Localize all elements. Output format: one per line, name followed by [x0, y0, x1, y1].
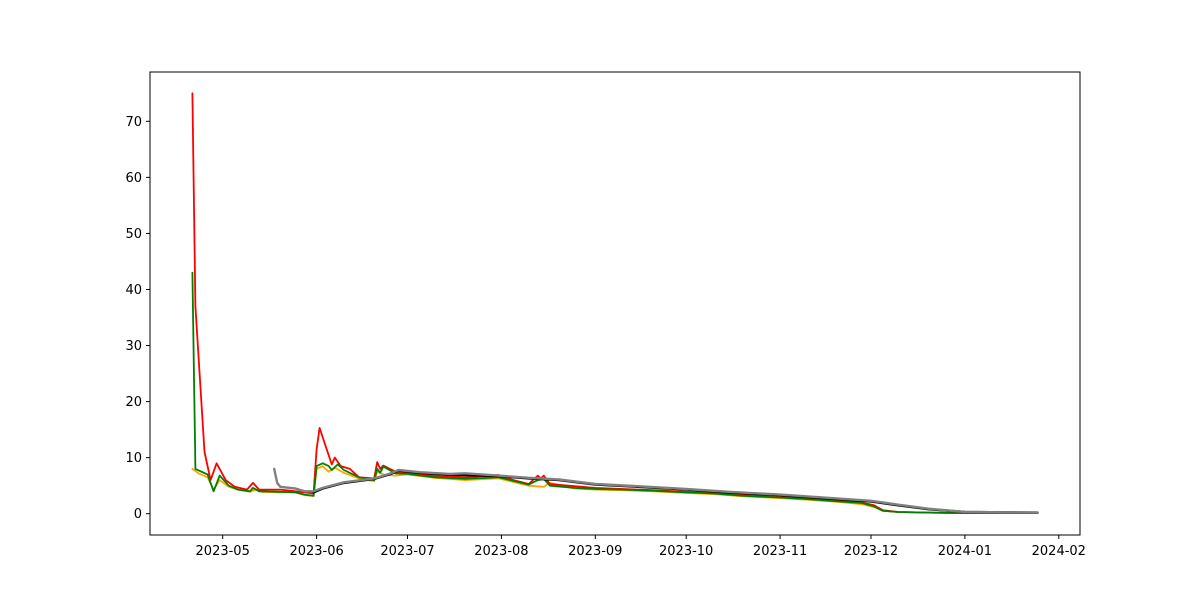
- y-tick-label: 40: [125, 283, 142, 298]
- series-line-3: [191, 271, 1039, 514]
- y-tick-label: 30: [125, 339, 142, 354]
- x-tick-label: 2023-07: [380, 544, 434, 559]
- x-tick-label: 2023-09: [568, 544, 622, 559]
- x-tick-label: 2023-06: [289, 544, 343, 559]
- x-tick-label: 2024-01: [938, 544, 992, 559]
- y-tick-label: 70: [125, 115, 142, 130]
- x-tick-label: 2023-12: [844, 544, 898, 559]
- y-tick-label: 10: [125, 451, 142, 466]
- y-tick-label: 60: [125, 171, 142, 186]
- y-axis: 0 10 20 30 40 50 60 70: [125, 115, 150, 522]
- y-tick-label: 0: [134, 507, 142, 522]
- x-axis: 2023-05 2023-06 2023-07 2023-08 2023-09 2023-…: [196, 535, 1086, 559]
- x-tick-label: 2023-11: [753, 544, 807, 559]
- series-layer: [191, 92, 1039, 514]
- series-line-5: [273, 467, 1039, 514]
- y-tick-label: 50: [125, 227, 142, 242]
- y-tick-label: 20: [125, 395, 142, 410]
- x-tick-label: 2023-10: [659, 544, 713, 559]
- x-tick-label: 2023-08: [474, 544, 528, 559]
- plot-area-frame: [149, 71, 1081, 536]
- series-line-2: [191, 92, 1039, 514]
- x-tick-label: 2024-02: [1032, 544, 1086, 559]
- x-tick-label: 2023-05: [196, 544, 250, 559]
